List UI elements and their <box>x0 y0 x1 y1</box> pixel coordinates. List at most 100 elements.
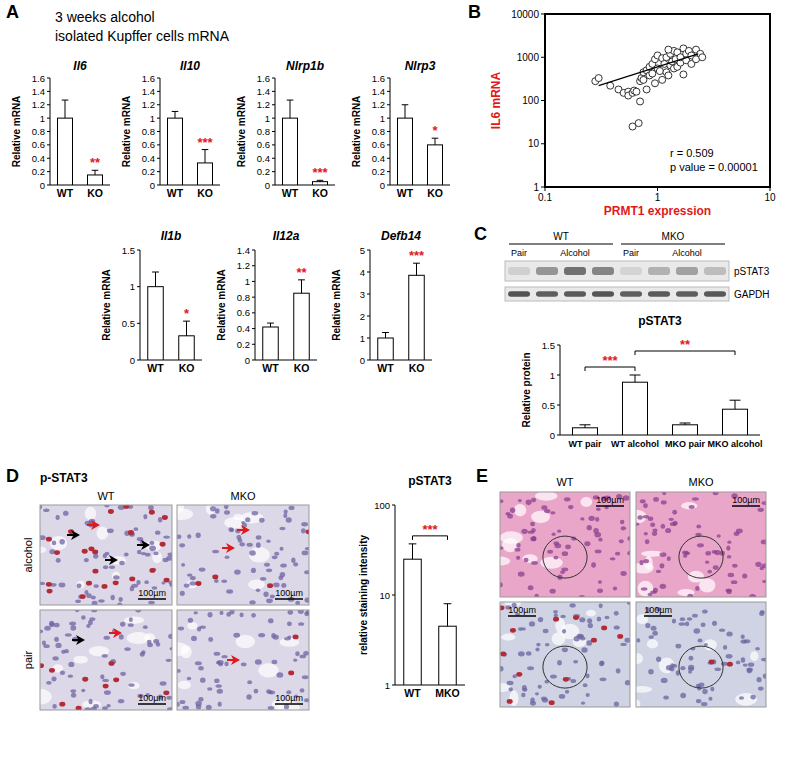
positive-nucleus <box>92 569 98 574</box>
y-tick-label: 1.2 <box>142 99 155 110</box>
nucleus <box>143 625 148 629</box>
nucleus <box>500 546 504 549</box>
x-tick-label: KO <box>197 187 213 199</box>
nucleus <box>191 636 197 641</box>
positive-nucleus <box>40 663 44 668</box>
vacuole <box>206 505 215 515</box>
y-tick-label: 1000 <box>517 52 540 63</box>
positive-nucleus <box>553 617 559 622</box>
nucleus <box>241 663 247 667</box>
nucleus <box>68 662 74 667</box>
nucleus <box>673 521 678 526</box>
nucleus <box>59 539 64 545</box>
chart-title: Il1b <box>161 229 182 243</box>
nucleus <box>104 690 111 695</box>
nucleus <box>688 670 692 673</box>
nucleus <box>680 666 685 670</box>
nucleus <box>531 498 536 503</box>
error-cap <box>402 104 409 105</box>
positive-nucleus <box>108 661 114 666</box>
bar <box>198 163 213 185</box>
nucleus <box>670 663 675 666</box>
nucleus <box>304 597 309 602</box>
annotation: r = 0.509 <box>670 147 714 159</box>
bar <box>179 336 195 360</box>
positive-nucleus <box>86 581 92 586</box>
nucleus <box>689 505 695 509</box>
nucleus <box>573 660 578 664</box>
positive-nucleus <box>510 628 516 633</box>
scale-bar <box>596 505 624 507</box>
nucleus <box>52 541 57 546</box>
nucleus <box>119 561 124 565</box>
nucleus <box>293 659 297 662</box>
y-axis-label: Relative protein <box>521 352 532 427</box>
y-tick <box>252 312 255 313</box>
y-tick-label: 10 <box>379 590 390 601</box>
nucleus <box>536 643 540 647</box>
nucleus <box>268 706 275 710</box>
y-tick-label: 1 <box>360 333 365 344</box>
nucleus <box>581 647 587 652</box>
y-tick-label: 4 <box>360 267 365 278</box>
nucleus <box>562 647 568 652</box>
bar <box>573 428 598 435</box>
nucleus <box>93 554 98 559</box>
nucleus <box>620 520 625 524</box>
nucleus <box>188 618 193 623</box>
panel-title: p-STAT3 <box>40 471 88 485</box>
vacuole <box>40 689 52 705</box>
nucleus <box>254 689 259 694</box>
x-tick <box>770 187 771 191</box>
nucleus <box>70 689 76 693</box>
positive-nucleus <box>128 530 134 535</box>
nucleus <box>522 688 527 692</box>
arrow <box>237 525 250 535</box>
nucleus <box>178 626 184 630</box>
nucleus <box>148 601 155 605</box>
nucleus <box>526 500 532 506</box>
nucleus <box>149 546 156 552</box>
y-tick <box>387 91 390 92</box>
nucleus <box>570 603 576 607</box>
nucleus <box>625 638 630 643</box>
nucleus <box>103 636 110 640</box>
nucleus <box>710 687 714 692</box>
nucleus <box>287 622 292 627</box>
x-tick-label: KO <box>427 187 443 199</box>
nucleus <box>675 644 681 649</box>
y-tick-label: 0.2 <box>372 166 385 177</box>
nucleus <box>696 524 701 528</box>
nucleus <box>245 517 250 522</box>
nucleus <box>258 633 265 637</box>
positive-nucleus <box>123 505 129 509</box>
nucleus <box>102 679 109 682</box>
positive-nucleus <box>601 626 607 631</box>
positive-nucleus <box>46 537 52 542</box>
y-tick-label: 0.8 <box>142 126 155 137</box>
fit-line <box>599 54 699 86</box>
chart-title: Defb14 <box>381 229 421 243</box>
bar-chart: Il1b00.511.5Relative mRNAWTKO* <box>101 229 202 374</box>
y-tick <box>272 91 275 92</box>
plot-frame <box>545 14 770 187</box>
nucleus <box>63 511 69 516</box>
image-frame <box>177 610 309 710</box>
y-tick-label: 1 <box>265 113 270 124</box>
blot-band <box>704 267 726 275</box>
x-tick-label: WT <box>262 362 279 374</box>
blot-strip <box>505 261 729 281</box>
nucleus <box>518 627 523 631</box>
nucleus <box>699 683 705 687</box>
scale-bar-label: 100µm <box>275 693 303 703</box>
y-tick-label: 0.4 <box>372 153 385 164</box>
y-tick-label: 0 <box>130 355 135 366</box>
y-tick-label: 0.5 <box>122 318 135 329</box>
nucleus <box>187 677 192 680</box>
nucleus <box>61 650 65 654</box>
y-tick <box>47 78 50 79</box>
blot-band <box>648 291 670 297</box>
nucleus <box>683 554 688 557</box>
blot-band <box>536 267 558 275</box>
bar <box>294 293 310 360</box>
